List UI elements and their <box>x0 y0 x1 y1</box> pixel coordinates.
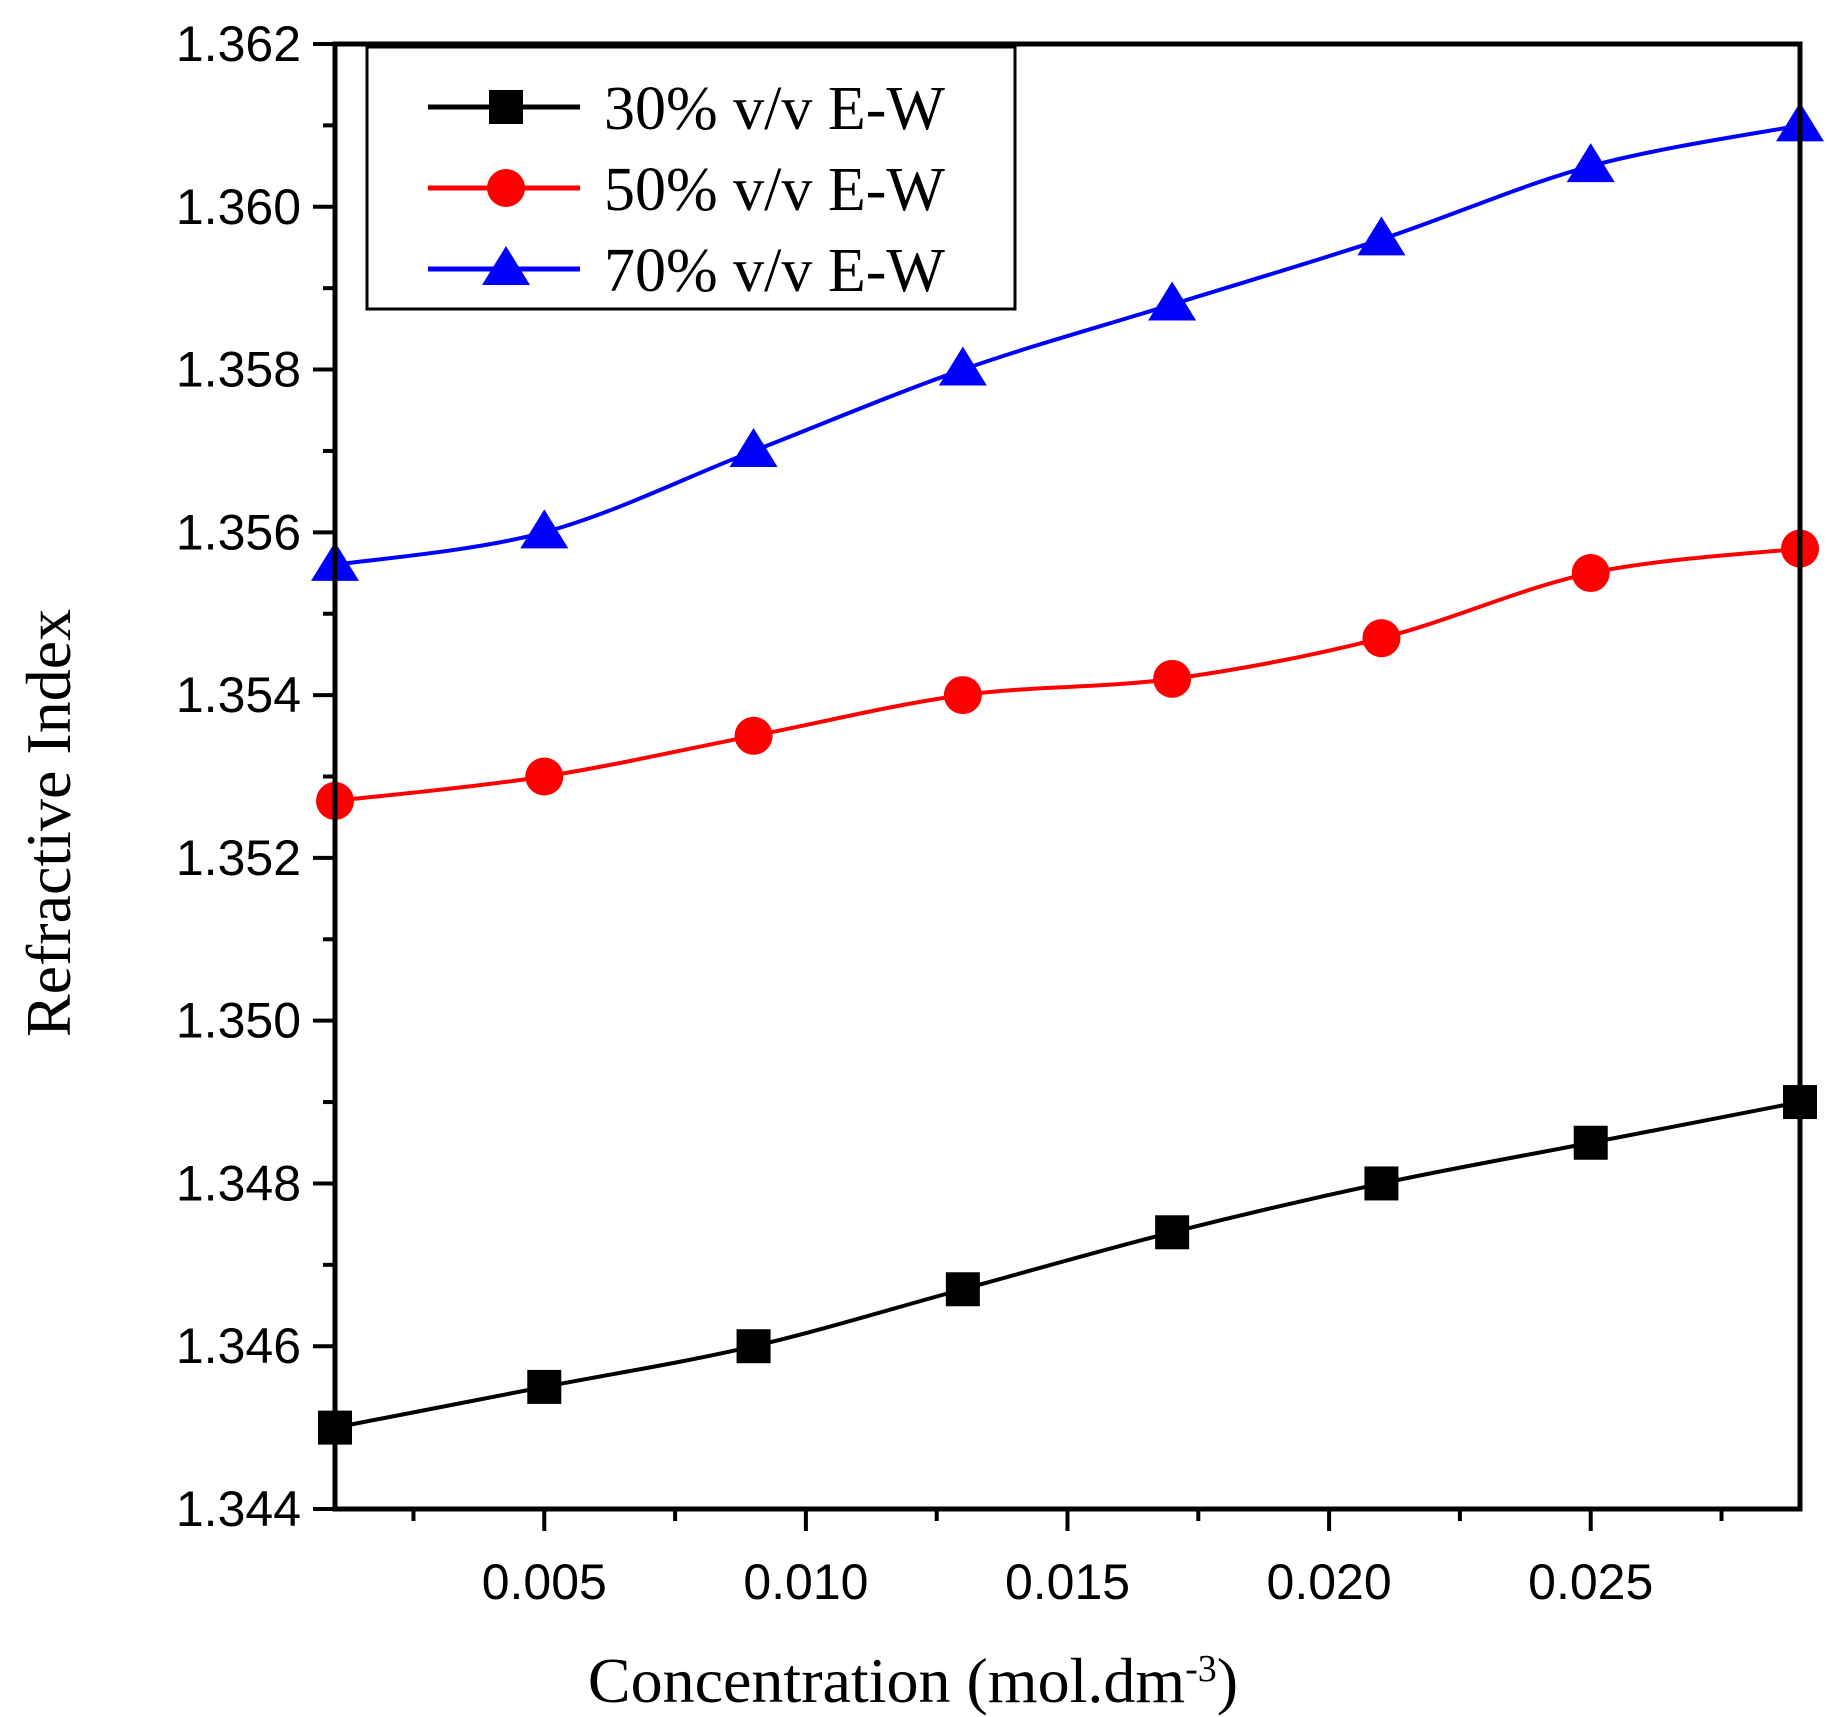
y-tick-label: 1.360 <box>176 179 301 235</box>
data-point <box>525 757 564 796</box>
y-axis-title: Refractive Index <box>13 609 84 1037</box>
data-point <box>1571 554 1610 593</box>
series-line <box>334 1100 1801 1430</box>
legend-marker <box>487 169 525 207</box>
legend-marker <box>489 90 523 124</box>
data-point <box>527 1369 562 1404</box>
x-tick-label: 0.010 <box>743 1554 868 1610</box>
series-line <box>334 546 1801 803</box>
series-line <box>334 123 1801 567</box>
data-point <box>943 676 982 715</box>
data-point <box>945 1272 980 1307</box>
y-tick-label: 1.344 <box>176 1481 301 1537</box>
y-tick-label: 1.350 <box>176 993 301 1049</box>
x-tick-label: 0.005 <box>482 1554 607 1610</box>
legend-label: 70% v/v E-W <box>604 237 945 305</box>
data-point <box>1153 659 1192 698</box>
y-tick-label: 1.358 <box>176 342 301 398</box>
y-tick-label: 1.354 <box>176 667 301 723</box>
legend-box <box>365 45 1017 311</box>
y-tick-label: 1.356 <box>176 504 301 560</box>
legend-label: 30% v/v E-W <box>604 75 945 143</box>
data-point <box>736 1329 771 1364</box>
x-tick-label: 0.015 <box>1005 1554 1130 1610</box>
x-axis-title-end: ) <box>1217 1645 1238 1716</box>
legend-marker <box>482 246 530 285</box>
data-point <box>520 509 569 549</box>
data-point <box>734 716 773 755</box>
data-point <box>1155 1215 1190 1250</box>
data-point <box>1573 1125 1608 1160</box>
data-point <box>1148 281 1197 321</box>
x-axis-title-main: Concentration (mol.dm <box>588 1645 1185 1716</box>
y-tick-label: 1.346 <box>176 1318 301 1374</box>
series-circle <box>316 529 1819 820</box>
data-point <box>1364 1166 1399 1201</box>
y-tick-label: 1.362 <box>176 16 301 72</box>
x-axis-title-superscript: -3 <box>1185 1648 1217 1690</box>
series-square <box>318 1085 1817 1445</box>
data-point <box>1362 619 1401 658</box>
x-tick-label: 0.025 <box>1528 1554 1653 1610</box>
data-point <box>1566 143 1615 183</box>
y-tick-label: 1.352 <box>176 830 301 886</box>
data-point <box>938 346 987 386</box>
y-tick-label: 1.348 <box>176 1155 301 1211</box>
legend: 30% v/v E-W 50% v/v E-W 70% v/v E-W <box>365 45 1017 311</box>
legend-label: 50% v/v E-W <box>604 156 945 224</box>
data-point <box>729 427 778 467</box>
data-point <box>1357 216 1406 256</box>
axes: 1.344 1.346 1.348 1.350 1.352 1.354 1.356 1.358… <box>176 16 1803 1610</box>
x-axis-title: Concentration (mol.dm-3) <box>588 1645 1238 1716</box>
x-tick-label: 0.020 <box>1267 1554 1392 1610</box>
